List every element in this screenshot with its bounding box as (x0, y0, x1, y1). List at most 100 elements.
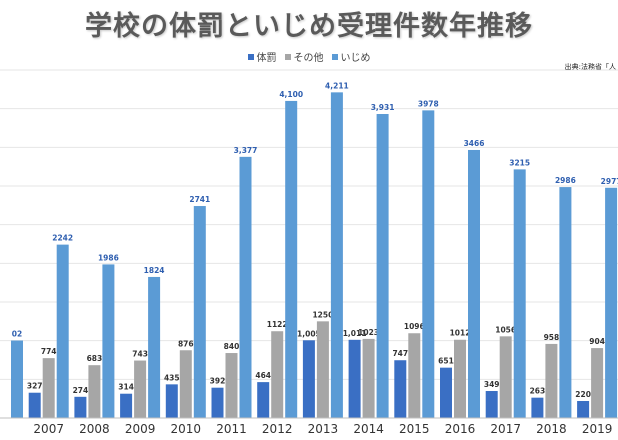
bar-1-2019 (591, 348, 604, 418)
data-label-1-2010: 876 (178, 339, 194, 348)
bar-0-2009 (120, 393, 133, 418)
legend-item-0: 体罰 (247, 49, 277, 64)
bar-1-2010 (179, 350, 192, 418)
bar-1-2007 (42, 358, 55, 418)
bar-0-2010 (165, 384, 178, 418)
x-tick-label-2007: 2007 (33, 422, 64, 436)
bar-2-2006 (11, 340, 23, 418)
data-label-2-2015: 3978 (418, 99, 439, 108)
data-label-1-2018: 958 (544, 333, 560, 342)
data-label-2-2011: 3,377 (234, 146, 258, 155)
x-tick-label-2017: 2017 (490, 422, 521, 436)
page-title: 学校の体罰といじめ受理件数年推移 (85, 11, 533, 42)
bar-2-2014 (376, 114, 389, 418)
data-label-1-2012: 1122 (267, 320, 288, 329)
data-label-2-2007: 2242 (52, 234, 73, 243)
data-label-1-2014: 1023 (358, 328, 379, 337)
data-label-0-2015: 747 (392, 349, 408, 358)
data-label-1-2011: 840 (224, 342, 240, 351)
bar-1-2012 (271, 331, 284, 418)
bar-2-2016 (468, 149, 480, 419)
x-tick-label-2018: 2018 (536, 422, 567, 436)
data-label-2-2018: 2986 (555, 176, 576, 185)
x-tick-label-2014: 2014 (353, 422, 384, 436)
data-label-2-2016: 3466 (464, 139, 485, 148)
data-label-0-2011: 392 (210, 377, 226, 386)
data-label-0-2013: 1,005 (297, 329, 321, 338)
source-note: 出典:法務省「人 (564, 63, 616, 71)
legend-swatch-0 (247, 53, 254, 60)
data-label-0-2007: 327 (27, 382, 43, 391)
data-label-2-2014: 3,931 (371, 103, 395, 112)
legend-label-0: 体罰 (256, 53, 277, 64)
data-label-0-2009: 314 (118, 383, 134, 392)
bar-0-2015 (394, 360, 407, 418)
data-label-2-2012: 4,100 (279, 90, 303, 99)
data-label-1-2009: 743 (132, 350, 148, 359)
bar-0-2013 (302, 340, 315, 418)
data-label-2-2006: 02 (12, 330, 22, 339)
data-label-1-2019: 904 (589, 337, 605, 346)
bar-2-2015 (422, 110, 435, 419)
bar-1-2015 (408, 333, 421, 418)
bar-2-2010 (193, 206, 206, 418)
legend-swatch-1 (284, 53, 291, 60)
data-label-2-2008: 1986 (98, 253, 119, 262)
x-tick-label-2008: 2008 (79, 422, 110, 436)
bar-2-2012 (285, 100, 298, 418)
data-label-1-2017: 1056 (495, 325, 516, 334)
bar-2-2009 (148, 276, 161, 418)
legend-label-2: いじめ (340, 53, 371, 64)
data-label-0-2012: 464 (255, 371, 271, 380)
data-label-0-2016: 651 (438, 357, 454, 366)
x-tick-label-2010: 2010 (171, 422, 202, 436)
bar-2-2011 (239, 156, 252, 418)
bar-1-2018 (545, 343, 558, 418)
bar-0-2007 (28, 392, 41, 418)
bar-2-2018 (559, 187, 572, 418)
bar-1-2014 (362, 338, 375, 418)
bar-1-2016 (454, 339, 466, 418)
legend: 体罰 その他 いじめ (0, 49, 618, 64)
data-label-0-2019: 220 (575, 390, 591, 399)
x-tick-label-2013: 2013 (308, 422, 339, 436)
data-label-1-2008: 683 (87, 354, 103, 363)
data-label-2-2009: 1824 (144, 266, 165, 275)
data-label-1-2015: 1096 (404, 322, 425, 331)
bar-0-2016 (440, 367, 452, 418)
x-tick-label-2015: 2015 (399, 422, 430, 436)
bar-2-2013 (330, 92, 343, 418)
x-tick-label-2009: 2009 (125, 422, 156, 436)
bar-0-2012 (257, 382, 270, 418)
bar-1-2013 (316, 321, 329, 418)
bar-0-2017 (485, 391, 498, 418)
x-tick-label-2019: 2019 (582, 422, 613, 436)
data-label-1-2016: 1012 (450, 329, 471, 338)
data-label-1-2007: 774 (41, 347, 57, 356)
data-label-0-2017: 349 (484, 380, 500, 389)
data-label-0-2014: 1,011 (343, 329, 367, 338)
legend-item-2: いじめ (331, 49, 371, 64)
legend-label-1: その他 (293, 53, 324, 64)
data-label-2-2010: 2741 (189, 195, 210, 204)
data-label-0-2018: 263 (530, 387, 546, 396)
bar-1-2017 (499, 336, 512, 418)
bar-2-2008 (102, 264, 115, 418)
bar-0-2011 (211, 387, 224, 418)
data-label-1-2013: 1250 (312, 310, 333, 319)
bar-0-2008 (74, 396, 87, 418)
x-tick-label-2016: 2016 (445, 422, 476, 436)
data-label-2-2013: 4,211 (325, 81, 349, 90)
bar-2-2017 (513, 169, 526, 418)
legend-swatch-2 (331, 53, 338, 60)
bar-2-2019 (605, 187, 618, 418)
data-label-0-2010: 435 (164, 373, 180, 382)
data-label-2-2019: 2977 (601, 177, 618, 186)
legend-item-1: その他 (284, 49, 324, 64)
data-label-0-2008: 274 (73, 386, 89, 395)
bar-0-2014 (348, 339, 361, 418)
bar-1-2008 (88, 365, 101, 418)
x-tick-label-2011: 2011 (216, 422, 247, 436)
bar-2-2007 (56, 244, 69, 418)
